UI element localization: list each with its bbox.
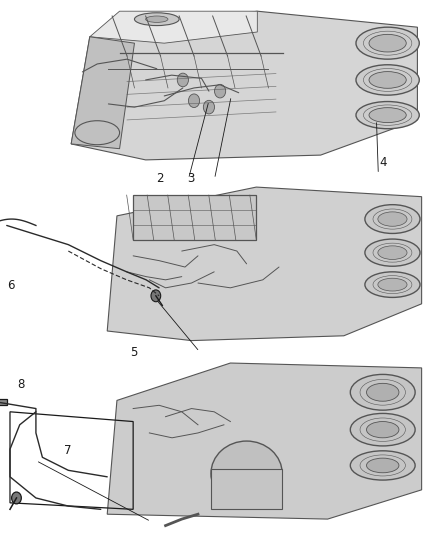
Ellipse shape	[75, 120, 120, 144]
Text: 4: 4	[379, 156, 387, 169]
Text: 3: 3	[187, 172, 194, 185]
Ellipse shape	[378, 278, 407, 291]
Ellipse shape	[365, 239, 420, 266]
Text: 2: 2	[156, 172, 164, 185]
Polygon shape	[71, 37, 134, 149]
Circle shape	[151, 290, 161, 302]
Ellipse shape	[367, 458, 399, 473]
Ellipse shape	[356, 64, 419, 95]
Ellipse shape	[369, 71, 406, 88]
Text: 5: 5	[130, 346, 137, 359]
Circle shape	[177, 73, 188, 87]
Ellipse shape	[365, 205, 420, 233]
Bar	[211, 469, 282, 510]
Text: 6: 6	[7, 279, 15, 292]
Circle shape	[188, 94, 200, 108]
Text: 8: 8	[18, 378, 25, 391]
Ellipse shape	[365, 272, 420, 297]
Ellipse shape	[350, 414, 415, 446]
Ellipse shape	[350, 451, 415, 480]
Ellipse shape	[369, 35, 406, 52]
Ellipse shape	[356, 101, 419, 128]
Ellipse shape	[350, 374, 415, 410]
Polygon shape	[107, 363, 422, 519]
Circle shape	[11, 492, 21, 504]
Ellipse shape	[369, 108, 406, 123]
Text: 7: 7	[64, 444, 72, 457]
Ellipse shape	[356, 27, 419, 59]
Ellipse shape	[145, 16, 168, 22]
Ellipse shape	[378, 246, 407, 260]
Polygon shape	[71, 11, 417, 160]
Bar	[133, 195, 256, 240]
Circle shape	[203, 100, 215, 114]
Polygon shape	[107, 187, 422, 341]
Ellipse shape	[134, 13, 179, 26]
Ellipse shape	[367, 422, 399, 438]
Bar	[0, 399, 7, 405]
Ellipse shape	[367, 383, 399, 401]
Ellipse shape	[211, 441, 282, 506]
Ellipse shape	[378, 212, 407, 227]
Circle shape	[215, 84, 226, 98]
Polygon shape	[90, 11, 257, 43]
